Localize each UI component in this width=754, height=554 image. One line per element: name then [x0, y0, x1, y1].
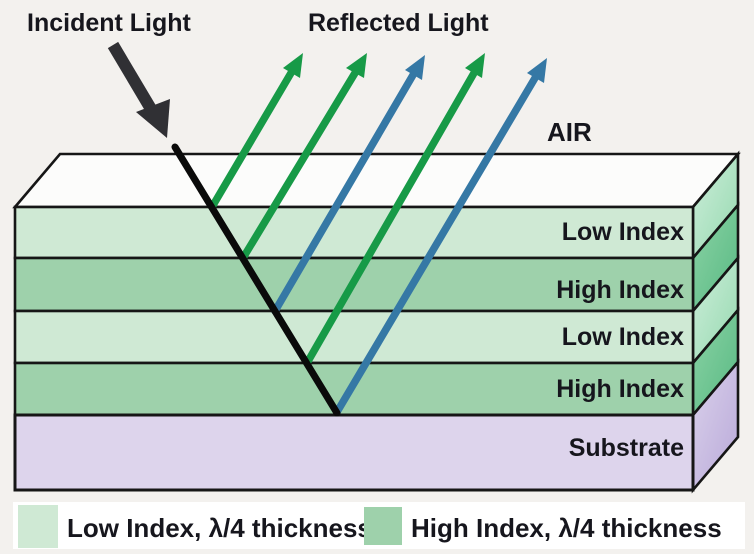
arrowhead-icon	[283, 53, 303, 78]
layer-label-high-index-2: High Index	[556, 375, 684, 403]
reflected-ray-line	[239, 69, 359, 262]
reflected-arrow-blue-2	[333, 58, 547, 416]
reflected-arrow-green-1	[208, 53, 303, 211]
layer-label-low-index-2: Low Index	[562, 323, 684, 351]
arrowhead-icon	[136, 99, 170, 138]
reflected-light-label: Reflected Light	[308, 9, 489, 37]
arrowhead-icon	[527, 58, 547, 83]
reflected-ray-line	[303, 69, 478, 367]
incident-ray-line	[171, 143, 341, 417]
incident-arrow-shaft	[107, 41, 157, 113]
arrowhead-icon	[346, 53, 367, 78]
layer-label-substrate: Substrate	[569, 434, 684, 462]
box-top-face	[12, 152, 741, 209]
legend-label-high-index: High Index, λ/4 thickness	[411, 513, 722, 543]
arrowhead-icon	[405, 55, 425, 80]
legend-swatch-low-index	[18, 505, 58, 548]
legend-label-low-index: Low Index, λ/4 thickness	[67, 513, 372, 543]
reflected-ray-line	[333, 74, 539, 416]
reflected-arrow-green-2	[239, 53, 367, 262]
legend-swatch-high-index	[364, 507, 402, 545]
legend: Low Index, λ/4 thickness High Index, λ/4…	[13, 502, 745, 549]
layer-label-high-index-1: High Index	[556, 276, 684, 304]
reflected-ray-line	[208, 69, 295, 211]
reflected-arrow-green-3	[303, 53, 485, 367]
layer-substrate-front	[13, 413, 695, 492]
layer-low-index-1-front	[13, 205, 695, 260]
reflected-arrow-blue-1	[271, 55, 425, 315]
arrowhead-icon	[465, 53, 485, 78]
air-label: AIR	[547, 117, 592, 147]
layer-label-low-index-1: Low Index	[562, 218, 684, 246]
incident-light-label: Incident Light	[27, 9, 192, 37]
incident-light-arrow	[107, 41, 170, 138]
reflected-ray-line	[271, 71, 417, 315]
layer-low-index-2-front	[13, 309, 695, 365]
